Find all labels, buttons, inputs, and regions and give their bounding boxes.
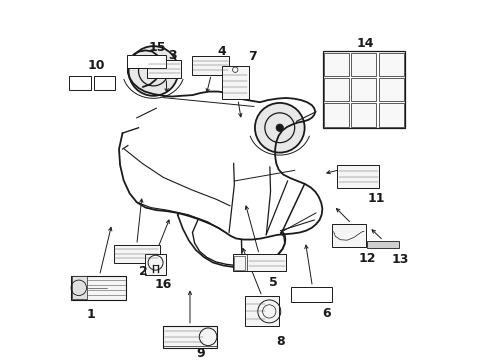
- Text: 11: 11: [368, 192, 385, 205]
- Text: 4: 4: [218, 45, 226, 58]
- Text: 9: 9: [196, 347, 205, 360]
- Bar: [163, 326, 217, 348]
- Bar: [332, 224, 366, 247]
- Circle shape: [128, 46, 178, 96]
- Bar: [351, 78, 376, 101]
- Circle shape: [276, 124, 284, 131]
- Text: 2: 2: [140, 265, 148, 278]
- Bar: [72, 276, 87, 299]
- Bar: [351, 103, 376, 127]
- Circle shape: [255, 103, 305, 153]
- Bar: [145, 254, 166, 275]
- Bar: [368, 240, 399, 248]
- Bar: [379, 103, 404, 127]
- Bar: [233, 255, 286, 271]
- Bar: [379, 53, 404, 76]
- Text: 3: 3: [168, 49, 176, 62]
- Text: 14: 14: [357, 37, 374, 50]
- Bar: [351, 53, 376, 76]
- Bar: [222, 66, 248, 99]
- Bar: [324, 78, 349, 101]
- Text: 16: 16: [155, 278, 172, 291]
- Bar: [127, 55, 166, 68]
- Bar: [324, 53, 349, 76]
- Text: 12: 12: [359, 252, 376, 265]
- Bar: [94, 76, 116, 90]
- Bar: [192, 56, 229, 75]
- Bar: [337, 165, 379, 188]
- Bar: [245, 296, 279, 327]
- Text: 7: 7: [248, 50, 256, 63]
- Text: 10: 10: [87, 59, 105, 72]
- Bar: [69, 76, 91, 90]
- Bar: [379, 78, 404, 101]
- Bar: [147, 60, 181, 78]
- Circle shape: [150, 67, 157, 75]
- Bar: [234, 256, 245, 270]
- Text: 8: 8: [276, 335, 285, 348]
- Bar: [114, 245, 160, 262]
- Text: 1: 1: [86, 307, 95, 320]
- Bar: [323, 51, 405, 128]
- Bar: [71, 276, 126, 300]
- Bar: [324, 103, 349, 127]
- Text: 13: 13: [392, 253, 409, 266]
- Text: 6: 6: [322, 306, 331, 320]
- Text: 5: 5: [269, 276, 278, 289]
- Text: 15: 15: [148, 41, 166, 54]
- Bar: [291, 287, 332, 302]
